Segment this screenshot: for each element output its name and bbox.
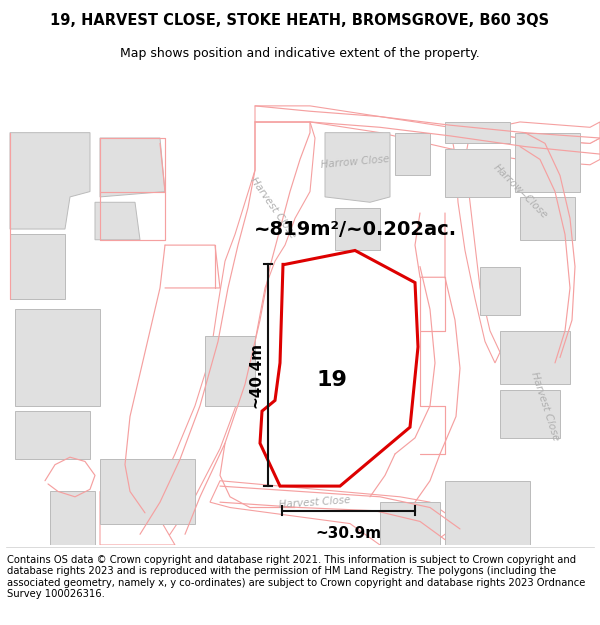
Polygon shape bbox=[445, 149, 510, 197]
Polygon shape bbox=[325, 132, 390, 202]
Polygon shape bbox=[515, 132, 580, 191]
Text: 19, HARVEST CLOSE, STOKE HEATH, BROMSGROVE, B60 3QS: 19, HARVEST CLOSE, STOKE HEATH, BROMSGRO… bbox=[50, 13, 550, 28]
Polygon shape bbox=[450, 122, 600, 363]
Polygon shape bbox=[15, 411, 90, 459]
Polygon shape bbox=[500, 390, 560, 438]
Polygon shape bbox=[10, 234, 65, 299]
Polygon shape bbox=[260, 251, 418, 486]
Polygon shape bbox=[100, 491, 175, 545]
Polygon shape bbox=[95, 202, 140, 240]
Text: Map shows position and indicative extent of the property.: Map shows position and indicative extent… bbox=[120, 47, 480, 59]
Text: ~40.4m: ~40.4m bbox=[248, 342, 263, 408]
Text: 19: 19 bbox=[316, 369, 347, 389]
Polygon shape bbox=[315, 315, 395, 401]
Polygon shape bbox=[335, 208, 380, 251]
Text: Harvest Close: Harvest Close bbox=[529, 370, 561, 441]
Text: Harvest Close: Harvest Close bbox=[248, 176, 298, 240]
Polygon shape bbox=[395, 132, 430, 176]
Polygon shape bbox=[50, 491, 95, 545]
Text: ~819m²/~0.202ac.: ~819m²/~0.202ac. bbox=[253, 219, 457, 239]
Polygon shape bbox=[135, 122, 315, 545]
Polygon shape bbox=[100, 459, 195, 524]
Polygon shape bbox=[445, 481, 530, 545]
Polygon shape bbox=[10, 132, 90, 229]
Polygon shape bbox=[210, 481, 460, 545]
Polygon shape bbox=[480, 266, 520, 315]
Text: Harvest Close: Harvest Close bbox=[279, 494, 351, 509]
Text: Contains OS data © Crown copyright and database right 2021. This information is : Contains OS data © Crown copyright and d… bbox=[7, 554, 586, 599]
Polygon shape bbox=[500, 331, 570, 384]
Polygon shape bbox=[380, 502, 440, 545]
Polygon shape bbox=[445, 122, 510, 143]
Polygon shape bbox=[15, 309, 100, 406]
Polygon shape bbox=[255, 106, 600, 165]
Polygon shape bbox=[520, 197, 575, 240]
Polygon shape bbox=[205, 336, 255, 406]
Text: Harrow‒Close: Harrow‒Close bbox=[491, 162, 549, 221]
Text: ~30.9m: ~30.9m bbox=[316, 526, 382, 541]
Polygon shape bbox=[100, 138, 165, 197]
Text: Harrow Close: Harrow Close bbox=[320, 154, 390, 169]
